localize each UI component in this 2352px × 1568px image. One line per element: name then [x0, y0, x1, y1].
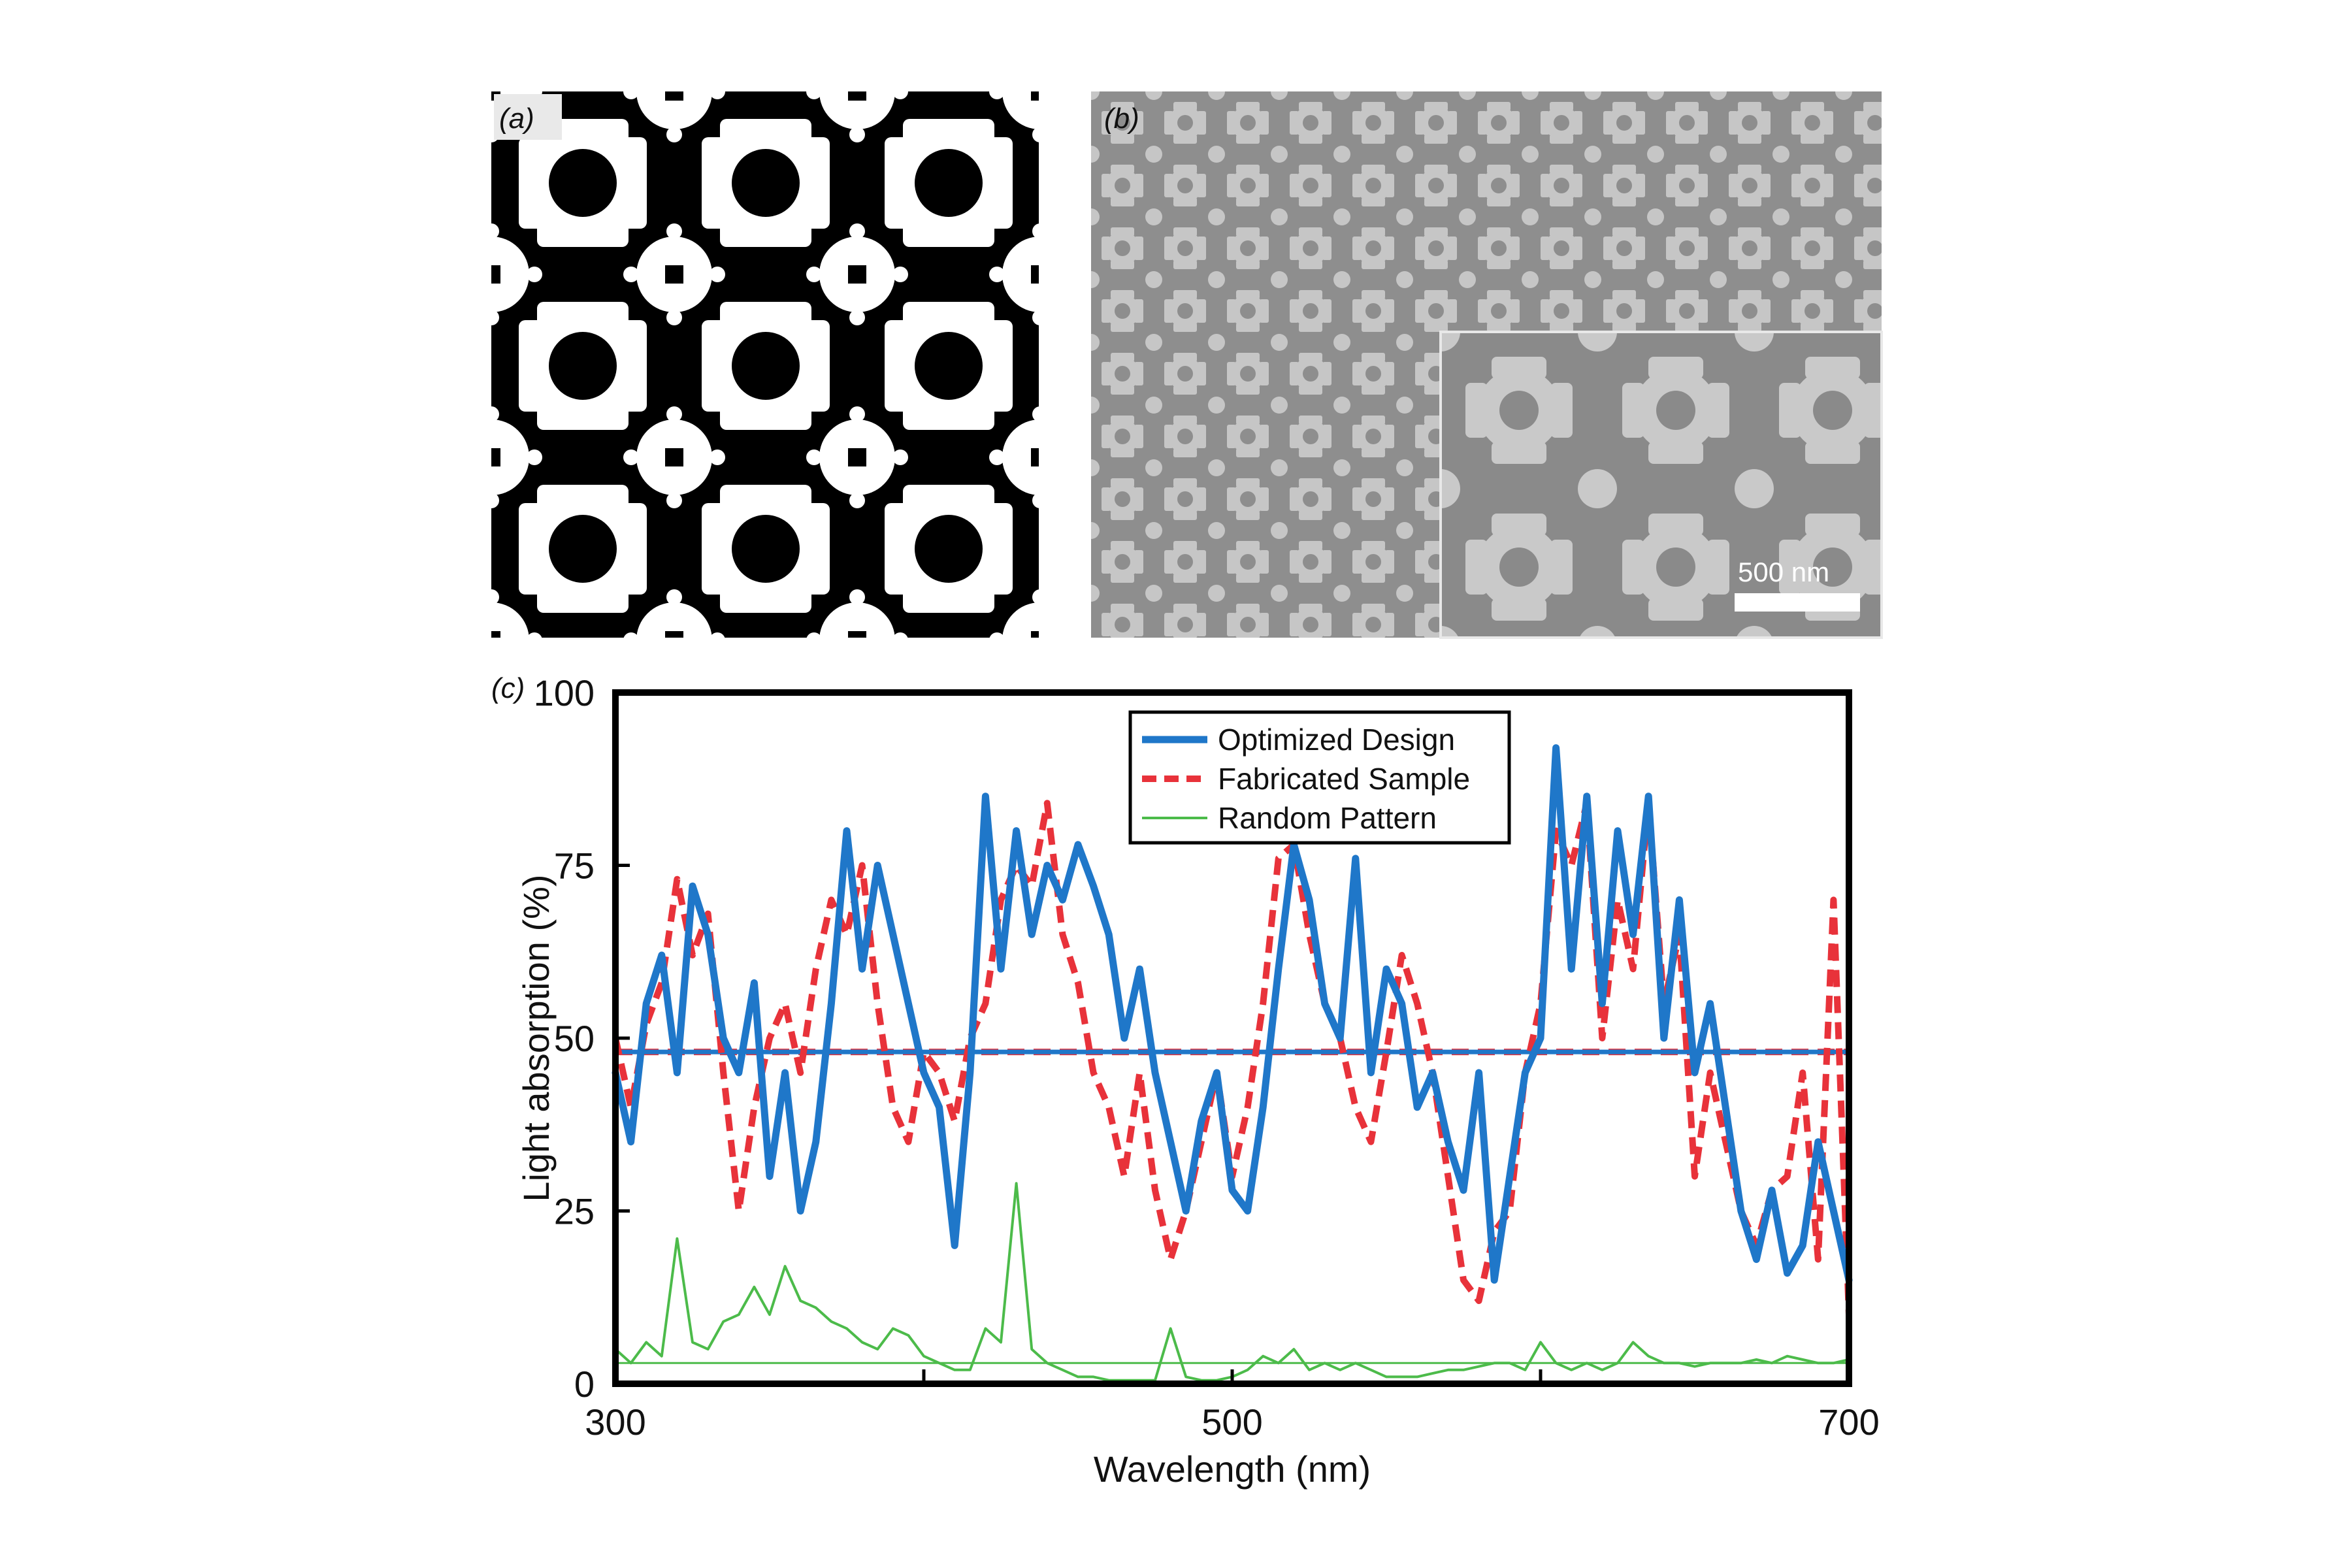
legend: Optimized Design Fabricated Sample Random … — [1128, 710, 1511, 845]
x-tick-label: 700 — [1818, 1401, 1879, 1443]
y-tick-label: 25 — [554, 1191, 595, 1232]
y-tick-label: 50 — [554, 1018, 595, 1059]
panel-a-label-bg — [494, 94, 562, 140]
optimized-pattern-image — [491, 91, 1039, 638]
legend-label: Optimized Design — [1218, 723, 1455, 757]
legend-label: Fabricated Sample — [1218, 762, 1470, 796]
x-tick-label: 500 — [1201, 1401, 1262, 1443]
panel-c: (c) 300 500 700 0 25 50 75 100 Wavelength (nm) Li… — [491, 672, 1880, 1490]
scale-bar-label: 500 nm — [1738, 557, 1829, 587]
y-tick-label: 0 — [574, 1364, 595, 1405]
sem-inset-zoom — [1439, 331, 1883, 639]
panel-c-label: (c) — [491, 672, 525, 704]
scale-bar — [1735, 593, 1860, 612]
panel-a: (a) — [491, 91, 1039, 638]
legend-label: Random Pattern — [1218, 801, 1437, 835]
y-axis-label: Light absorption (%) — [515, 874, 557, 1201]
panel-b: (b) 500 nm — [1091, 91, 1883, 639]
y-tick-label: 75 — [554, 845, 595, 887]
panel-b-label: (b) — [1104, 103, 1139, 135]
series-line-optimized-design — [612, 744, 1853, 1284]
x-tick-label: 300 — [585, 1401, 645, 1443]
absorption-chart: 300 500 700 0 25 50 75 100 Wavelength (nm) Light … — [515, 672, 1880, 1490]
y-tick-label: 100 — [534, 672, 595, 713]
x-axis-label: Wavelength (nm) — [1094, 1448, 1371, 1490]
panel-a-label: (a) — [499, 103, 534, 135]
